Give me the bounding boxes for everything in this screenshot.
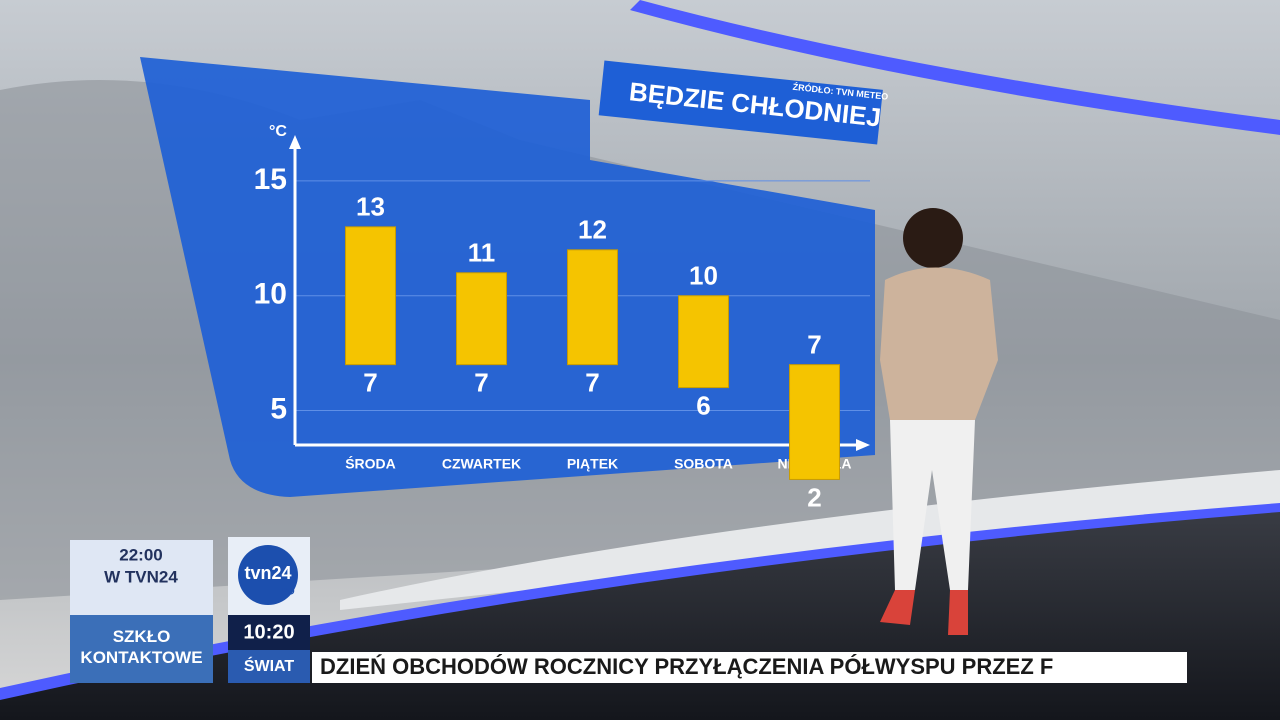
y-tick-label: 5 bbox=[270, 392, 287, 425]
low-label: 6 bbox=[696, 390, 710, 420]
range-bar bbox=[678, 295, 729, 389]
ticker-bar bbox=[312, 652, 1187, 683]
presenter bbox=[880, 208, 998, 635]
y-tick-label: 15 bbox=[254, 163, 287, 196]
led-strip bbox=[0, 503, 1280, 700]
low-label: 7 bbox=[474, 368, 488, 398]
low-label: 7 bbox=[363, 368, 377, 398]
x-tick-label: CZWARTEK bbox=[442, 456, 521, 472]
promo-time: 22:00 bbox=[119, 545, 162, 564]
ticker: DZIEŃ OBCHODÓW ROCZNICY PRZYŁĄCZENIA PÓŁ… bbox=[320, 654, 1053, 679]
promo-box: 22:00 W TVN24 SZKŁO KONTAKTOWE bbox=[70, 540, 213, 683]
logo-hd: HD bbox=[282, 586, 295, 596]
x-tick-label: PIĄTEK bbox=[567, 456, 618, 472]
promo-channel: W TVN24 bbox=[104, 567, 178, 586]
y-tick-label: 10 bbox=[254, 278, 287, 311]
range-bar bbox=[567, 249, 618, 366]
range-bar bbox=[789, 364, 840, 480]
x-axis-arrow bbox=[856, 439, 870, 451]
clock-box bbox=[228, 615, 310, 650]
promo-lower bbox=[70, 615, 213, 683]
high-label: 10 bbox=[689, 261, 718, 291]
promo-show: SZKŁO KONTAKTOWE bbox=[80, 627, 203, 667]
y-axis-unit: °C bbox=[269, 123, 287, 140]
x-tick-label: ŚRODA bbox=[345, 455, 396, 472]
snow bbox=[340, 470, 1280, 610]
section: ŚWIAT bbox=[244, 656, 295, 675]
high-label: 12 bbox=[578, 215, 607, 245]
logo-text: tvn24 bbox=[244, 563, 291, 583]
logo-circle bbox=[238, 545, 298, 605]
range-bar bbox=[456, 272, 507, 366]
low-label: 7 bbox=[585, 368, 599, 398]
led-strip-top bbox=[630, 0, 1280, 135]
high-label: 11 bbox=[468, 238, 496, 268]
clock: 10:20 bbox=[243, 621, 294, 643]
x-tick-label: SOBOTA bbox=[674, 456, 733, 472]
low-label: 2 bbox=[807, 482, 821, 512]
high-label: 13 bbox=[356, 192, 385, 222]
promo-show-wrap: SZKŁO KONTAKTOWE bbox=[80, 627, 203, 667]
high-label: 7 bbox=[807, 330, 821, 360]
title-box bbox=[598, 60, 883, 145]
section-box bbox=[228, 650, 310, 683]
y-axis-arrow bbox=[289, 135, 301, 149]
range-bar bbox=[345, 226, 396, 366]
